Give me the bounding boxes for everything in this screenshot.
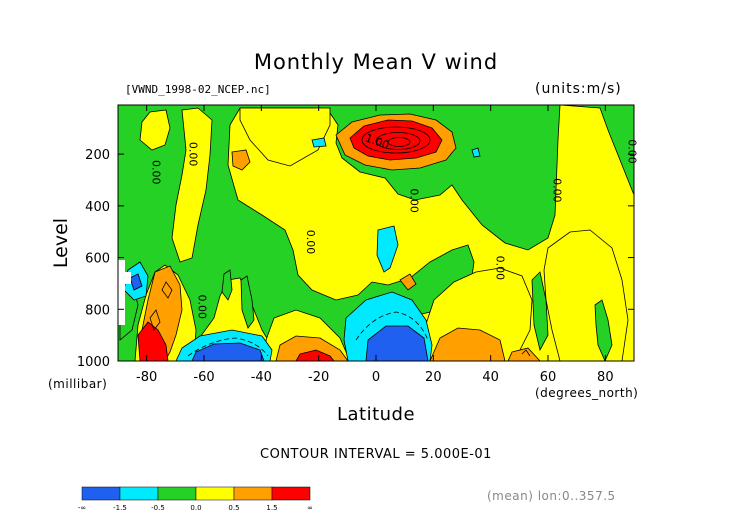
colorbar-label: -1.5 [113,504,127,512]
y-tick-label: 600 [85,252,110,267]
contour-fill-layer [118,105,634,361]
x-tick-label: 0 [372,370,380,385]
y-tick-label: 800 [85,303,110,318]
x-tick-label: 80 [597,370,614,385]
colorbar-swatch [271,486,311,501]
axes-layer: -80 -60 -40 -20 0 20 40 60 80 200 400 600 800 1000 [77,105,634,385]
colorbar-swatch [157,486,197,501]
colorbar-swatch [195,486,235,501]
contour-label: 0.00 [149,160,162,185]
contour-interval-text: CONTOUR INTERVAL = 5.000E-01 [260,447,492,462]
colorbar-label: ∞ [307,504,313,512]
chart-title: Monthly Mean V wind [253,50,499,74]
colorbar-label: -0.5 [151,504,165,512]
x-tick-label: 40 [482,370,499,385]
colorbar-swatch [119,486,159,501]
contour-label: 0.00 [407,188,420,213]
x-tick-label: -40 [251,370,272,385]
colorbar: -∞ -1.5 -0.5 0.0 0.5 1.5 ∞ [78,486,313,512]
colorbar-label: 0.5 [228,504,239,512]
x-tick-label: 60 [540,370,557,385]
y-axis-unit: (millibar) [48,377,108,391]
x-tick-label: -60 [193,370,214,385]
colorbar-label: 0.0 [190,504,201,512]
contour-label-layer: 0.000.000.000.000.001.000.000.000.00 [149,131,638,318]
mean-info-text: (mean) lon:0..357.5 [487,489,616,503]
y-tick-label: 400 [85,200,110,215]
x-axis-label: Latitude [336,404,416,425]
contour-label: 0.00 [304,230,317,255]
contour-label: 0.00 [195,294,208,319]
colorbar-swatch [81,486,121,501]
units-label: (units:m/s) [535,81,622,97]
y-tick-label: 1000 [77,355,110,370]
contour-label: 0.00 [625,139,638,164]
colorbar-label: -∞ [78,504,86,512]
colorbar-label: 1.5 [266,504,277,512]
contour-label: 0.00 [187,142,200,167]
colorbar-swatch [233,486,273,501]
contour-label: 0.00 [551,178,564,203]
x-tick-label: -80 [136,370,157,385]
file-label: [VWND_1998-02_NCEP.nc] [125,83,271,96]
x-tick-label: -20 [308,370,329,385]
y-tick-label: 200 [85,148,110,163]
x-axis-unit: (degrees_north) [535,386,639,400]
contour-label: 0.00 [493,256,506,281]
x-tick-label: 20 [425,370,442,385]
